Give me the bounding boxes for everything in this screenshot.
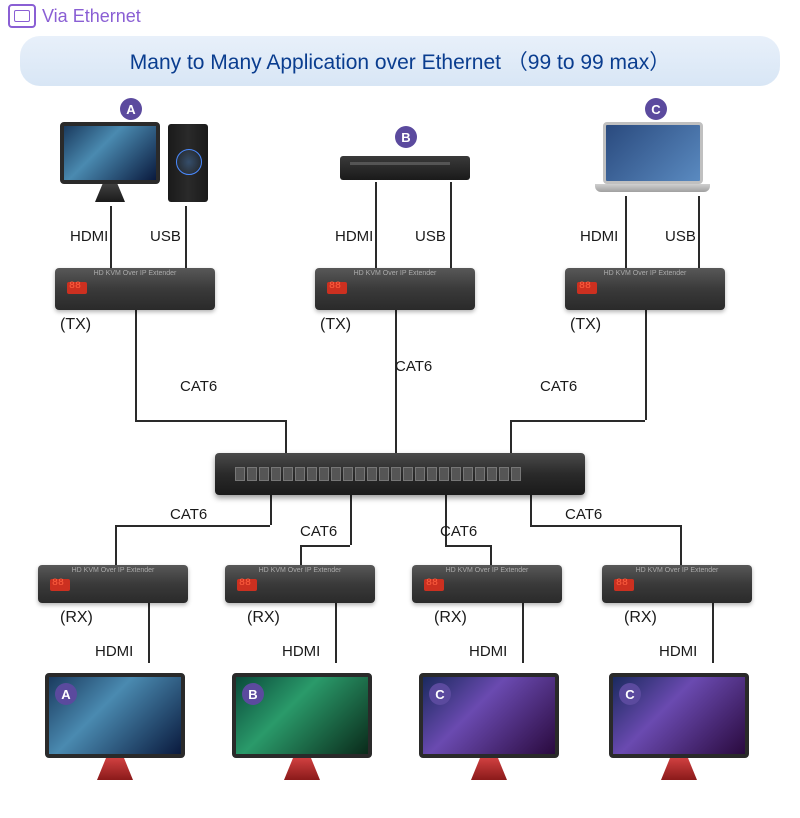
pc-tower-icon [168,124,208,202]
tx-label: (TX) [570,316,601,334]
diagram-canvas: A B C HDMI USB HDMI USB HDMI USB HD KVM … [0,98,800,818]
monitor-icon: A [45,673,185,758]
source-a-monitor [60,122,160,202]
rx-label: (RX) [624,609,657,627]
display-badge: C [429,683,451,705]
display-a: A [45,673,185,780]
label-usb: USB [665,228,696,245]
label-hdmi: HDMI [469,643,507,660]
monitor-icon [60,122,160,184]
display-b: B [232,673,372,780]
tx-extender: HD KVM Over IP Extender [315,268,475,310]
display-c1: C [419,673,559,780]
laptop-icon [595,122,710,194]
label-cat6: CAT6 [565,506,602,523]
rx-label: (RX) [434,609,467,627]
label-usb: USB [415,228,446,245]
monitor-stand [85,758,145,780]
monitor-icon: C [609,673,749,758]
dvd-player-icon [340,156,470,180]
monitor-stand [459,758,519,780]
rx-label: (RX) [247,609,280,627]
display-badge: B [242,683,264,705]
network-switch [215,453,585,495]
label-cat6: CAT6 [180,378,217,395]
rx-label: (RX) [60,609,93,627]
label-hdmi: HDMI [70,228,108,245]
label-hdmi: HDMI [335,228,373,245]
switch-ports [235,467,521,481]
monitor-icon: B [232,673,372,758]
label-hdmi: HDMI [95,643,133,660]
monitor-stand [85,184,135,202]
display-badge: A [55,683,77,705]
label-usb: USB [150,228,181,245]
label-cat6: CAT6 [540,378,577,395]
source-badge-c: C [645,98,667,120]
tx-extender: HD KVM Over IP Extender [55,268,215,310]
header-bar: Via Ethernet [0,0,800,32]
header-label: Via Ethernet [42,6,141,27]
label-cat6: CAT6 [300,523,337,540]
label-hdmi: HDMI [282,643,320,660]
rx-extender: HD KVM Over IP Extender [412,565,562,603]
source-badge-b: B [395,126,417,148]
display-badge: C [619,683,641,705]
tx-label: (TX) [320,316,351,334]
display-c2: C [609,673,749,780]
label-hdmi: HDMI [659,643,697,660]
label-cat6: CAT6 [395,358,432,375]
label-cat6: CAT6 [170,506,207,523]
label-cat6: CAT6 [440,523,477,540]
monitor-stand [272,758,332,780]
rx-extender: HD KVM Over IP Extender [38,565,188,603]
ethernet-icon [8,4,36,28]
tx-label: (TX) [60,316,91,334]
rx-extender: HD KVM Over IP Extender [602,565,752,603]
monitor-icon: C [419,673,559,758]
label-hdmi: HDMI [580,228,618,245]
tx-extender: HD KVM Over IP Extender [565,268,725,310]
title-bar: Many to Many Application over Ethernet （… [20,36,780,86]
rx-extender: HD KVM Over IP Extender [225,565,375,603]
monitor-stand [649,758,709,780]
source-badge-a: A [120,98,142,120]
